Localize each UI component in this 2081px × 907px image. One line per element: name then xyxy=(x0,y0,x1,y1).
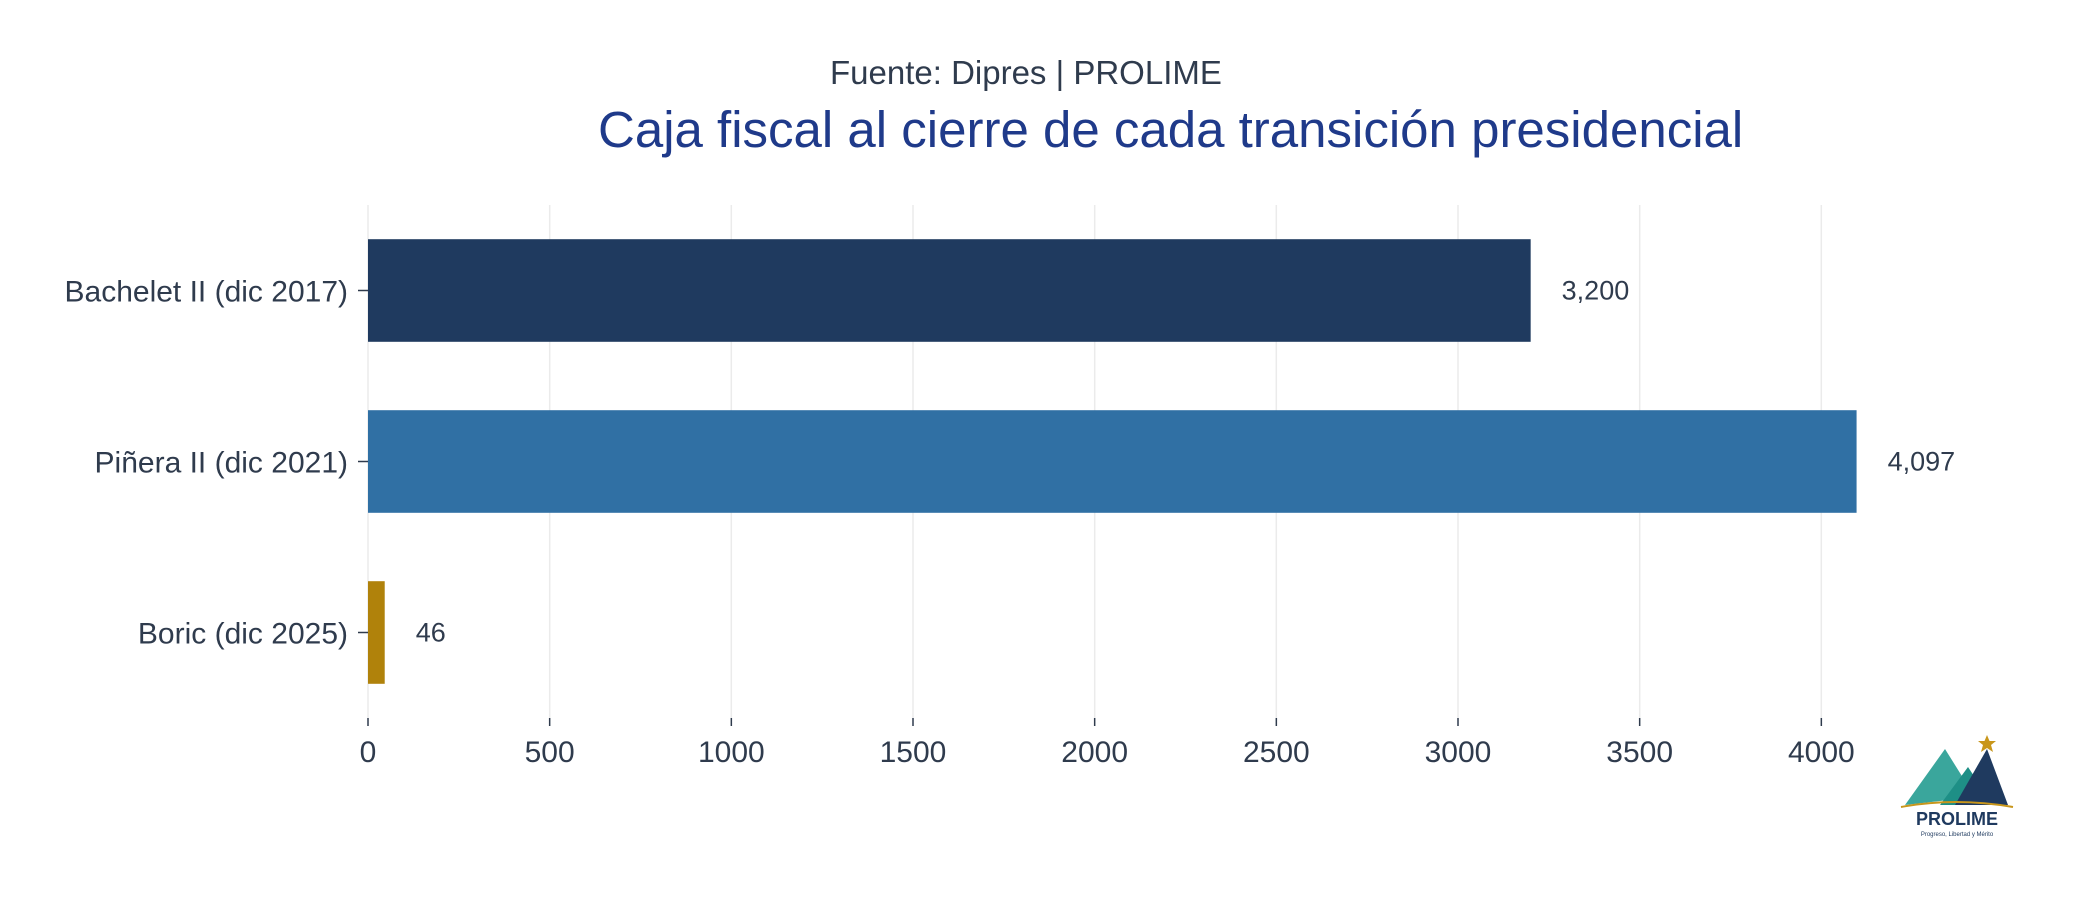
logo-wordmark: PROLIME xyxy=(1916,809,1998,829)
y-tick-label: Bachelet II (dic 2017) xyxy=(65,276,349,309)
logo-mountain-navy xyxy=(1955,749,2008,805)
logo-star-icon xyxy=(1978,735,1996,752)
y-tick-label: Boric (dic 2025) xyxy=(138,618,348,651)
x-tick-label: 0 xyxy=(360,736,377,769)
data-label: 46 xyxy=(416,618,446,648)
y-tick-label: Piñera II (dic 2021) xyxy=(95,447,348,480)
chart-title: Caja fiscal al cierre de cada transición… xyxy=(598,101,1744,158)
data-label: 4,097 xyxy=(1888,447,1956,477)
x-tick-label: 2500 xyxy=(1243,736,1310,769)
data-label: 3,200 xyxy=(1562,276,1630,306)
x-tick-label: 4000 xyxy=(1788,736,1855,769)
x-tick-label: 2000 xyxy=(1061,736,1128,769)
bar xyxy=(368,581,385,684)
bar xyxy=(368,410,1857,513)
x-tick-label: 500 xyxy=(525,736,575,769)
x-tick-label: 1500 xyxy=(880,736,947,769)
x-tick-label: 3000 xyxy=(1425,736,1492,769)
value-labels: 3,200 4,097 46 xyxy=(416,276,1955,648)
x-tick-label: 3500 xyxy=(1606,736,1673,769)
bar xyxy=(368,239,1531,342)
logo-tagline: Progreso, Libertad y Mérito xyxy=(1921,832,1994,838)
bars xyxy=(368,239,1857,684)
x-tick-label: 1000 xyxy=(698,736,765,769)
axes: 0 500 1000 1500 2000 2500 3000 3500 4000 Bachelet… xyxy=(65,276,1855,770)
prolime-logo: PROLIME Progreso, Libertad y Mérito xyxy=(1900,735,2014,838)
chart-subtitle: Fuente: Dipres | PROLIME xyxy=(830,54,1222,91)
